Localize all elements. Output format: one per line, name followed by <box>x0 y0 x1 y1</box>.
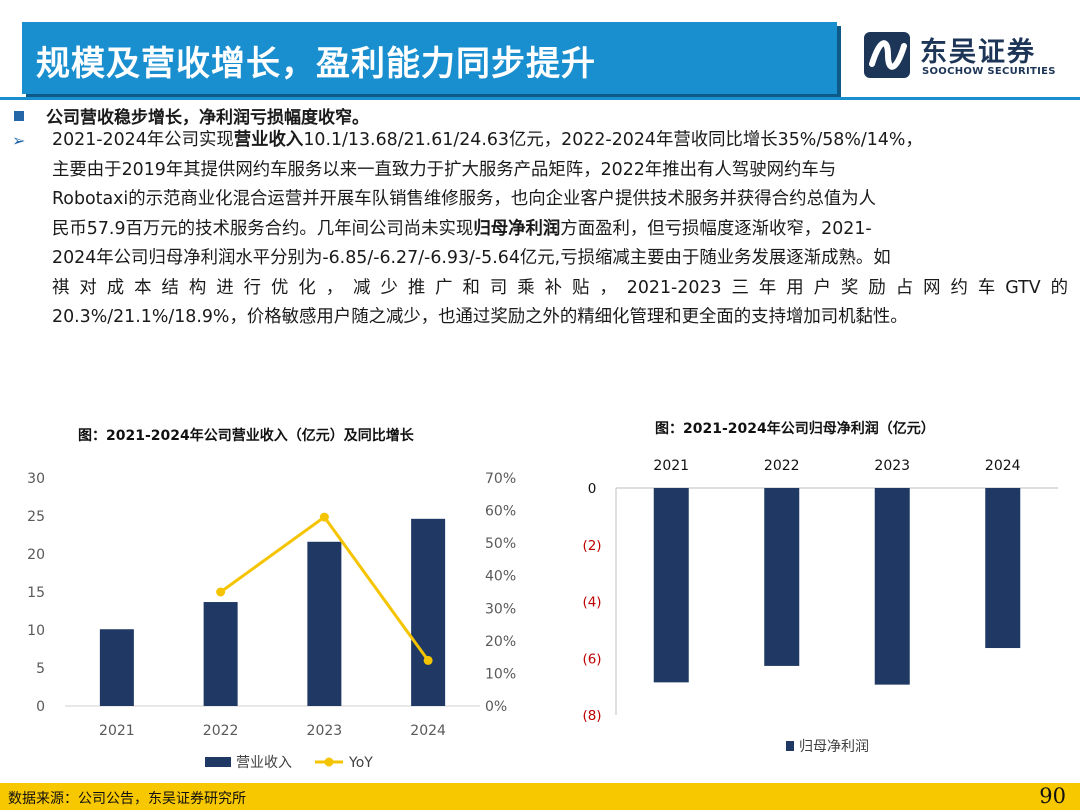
yoy-point <box>216 587 226 597</box>
y-left-tick-label: 5 <box>36 661 45 677</box>
revenue-bar <box>203 602 238 706</box>
legend-yoy-label: YoY <box>348 755 373 771</box>
para-line-1: 2021-2024年公司实现营业收入10.1/13.68/21.61/24.63… <box>52 130 923 150</box>
yoy-point <box>423 655 433 665</box>
yoy-point <box>319 512 329 522</box>
soochow-logo-icon <box>864 32 910 78</box>
y-left-tick-label: 0 <box>36 699 45 715</box>
logo-name-en: SOOCHOW SECURITIES <box>922 66 1056 77</box>
y-right-tick-label: 30% <box>485 601 516 617</box>
y-right-tick-label: 10% <box>485 666 516 682</box>
net-profit-bar <box>653 488 689 683</box>
page-number: 90 <box>1039 784 1066 808</box>
y-tick-label: (8) <box>582 708 601 724</box>
legend-profit-label: 归母净利润 <box>799 738 869 755</box>
body-paragraph: 2021-2024年公司实现营业收入10.1/13.68/21.61/24.63… <box>52 126 1068 333</box>
revenue-chart: 0 5 10 15 20 25 30 0% 10% 20% 30% 40% 50% 60% 70% 2021 2… <box>27 471 516 771</box>
arrow-bullet-icon: ➢ <box>12 131 26 150</box>
para-line-6: 祺对成本结构进行优化，减少推广和司乘补贴，2021-2023三年用户奖励占网约车… <box>52 277 1068 298</box>
revenue-bar <box>99 629 134 706</box>
y-left-tick-label: 30 <box>27 471 45 487</box>
y-left-tick-label: 20 <box>27 547 45 563</box>
page-title: 规模及营收增长，盈利能力同步提升 <box>36 44 596 84</box>
title-bar: 规模及营收增长，盈利能力同步提升 <box>22 22 837 94</box>
x-tick-label: 2022 <box>203 723 239 739</box>
header-divider <box>0 97 1080 100</box>
y-right-tick-label: 20% <box>485 634 516 650</box>
y-tick-label: (6) <box>582 651 601 667</box>
y-left-tick-label: 15 <box>27 585 45 601</box>
x-tick-label: 2022 <box>764 458 800 474</box>
y-right-tick-label: 50% <box>485 536 516 552</box>
revenue-chart-title: 图：2021-2024年公司营业收入（亿元）及同比增长 <box>78 428 414 444</box>
para-line-5: 2024年公司归母净利润水平分别为-6.85/-6.27/-6.93/-5.64… <box>52 248 891 268</box>
legend-yoy-marker <box>324 757 334 767</box>
x-tick-label: 2023 <box>874 458 910 474</box>
bullet-heading: 公司营收稳步增长，净利润亏损幅度收窄。 <box>14 103 369 128</box>
x-tick-label: 2021 <box>653 458 689 474</box>
x-tick-label: 2023 <box>307 723 343 739</box>
legend-revenue-swatch <box>205 757 231 767</box>
x-tick-label: 2024 <box>985 458 1021 474</box>
y-left-tick-label: 10 <box>27 623 45 639</box>
y-tick-label: 0 <box>588 481 597 497</box>
company-logo: 东吴证券 SOOCHOW SECURITIES <box>862 30 1062 80</box>
y-right-tick-label: 0% <box>485 699 507 715</box>
square-bullet-icon <box>14 111 24 121</box>
y-right-tick-label: 70% <box>485 471 516 487</box>
net-profit-chart: 0 (2) (4) (6) (8) 2021 2022 2023 2024 归母净利润 <box>582 458 1058 755</box>
para-line-2: 主要由于2019年其提供网约车服务以来一直致力于扩大服务产品矩阵，2022年推出… <box>52 159 837 180</box>
x-tick-label: 2024 <box>410 723 446 739</box>
legend-revenue-label: 营业收入 <box>236 755 292 771</box>
revenue-bar <box>307 541 342 706</box>
para-line-3: Robotaxi的示范商业化混合运营并开展车队销售维修服务，也向企业客户提供技术… <box>52 189 877 209</box>
para-line-7: 20.3%/21.1%/18.9%，价格敏感用户随之减少，也通过奖励之外的精细化… <box>52 307 908 327</box>
net-profit-bar <box>985 488 1021 649</box>
bullet-heading-text: 公司营收稳步增长，净利润亏损幅度收窄。 <box>46 108 369 128</box>
y-right-tick-label: 40% <box>485 569 516 585</box>
y-right-tick-label: 60% <box>485 504 516 520</box>
logo-name-cn: 东吴证券 <box>920 37 1036 68</box>
x-tick-label: 2021 <box>99 723 135 739</box>
profit-chart-title: 图：2021-2024年公司归母净利润（亿元） <box>655 421 935 437</box>
footer-band <box>0 783 1080 810</box>
para-line-4: 民币57.9百万元的技术服务合约。几年间公司尚未实现归母净利润方面盈利，但亏损幅… <box>52 218 872 239</box>
y-tick-label: (2) <box>582 538 601 554</box>
footer-source: 数据来源：公司公告，东吴证券研究所 <box>8 791 246 807</box>
revenue-bar <box>411 518 446 706</box>
y-left-tick-label: 25 <box>27 509 45 525</box>
legend-profit-swatch <box>786 741 794 751</box>
y-tick-label: (4) <box>582 595 601 611</box>
net-profit-bar <box>764 488 800 666</box>
net-profit-bar <box>874 488 910 685</box>
